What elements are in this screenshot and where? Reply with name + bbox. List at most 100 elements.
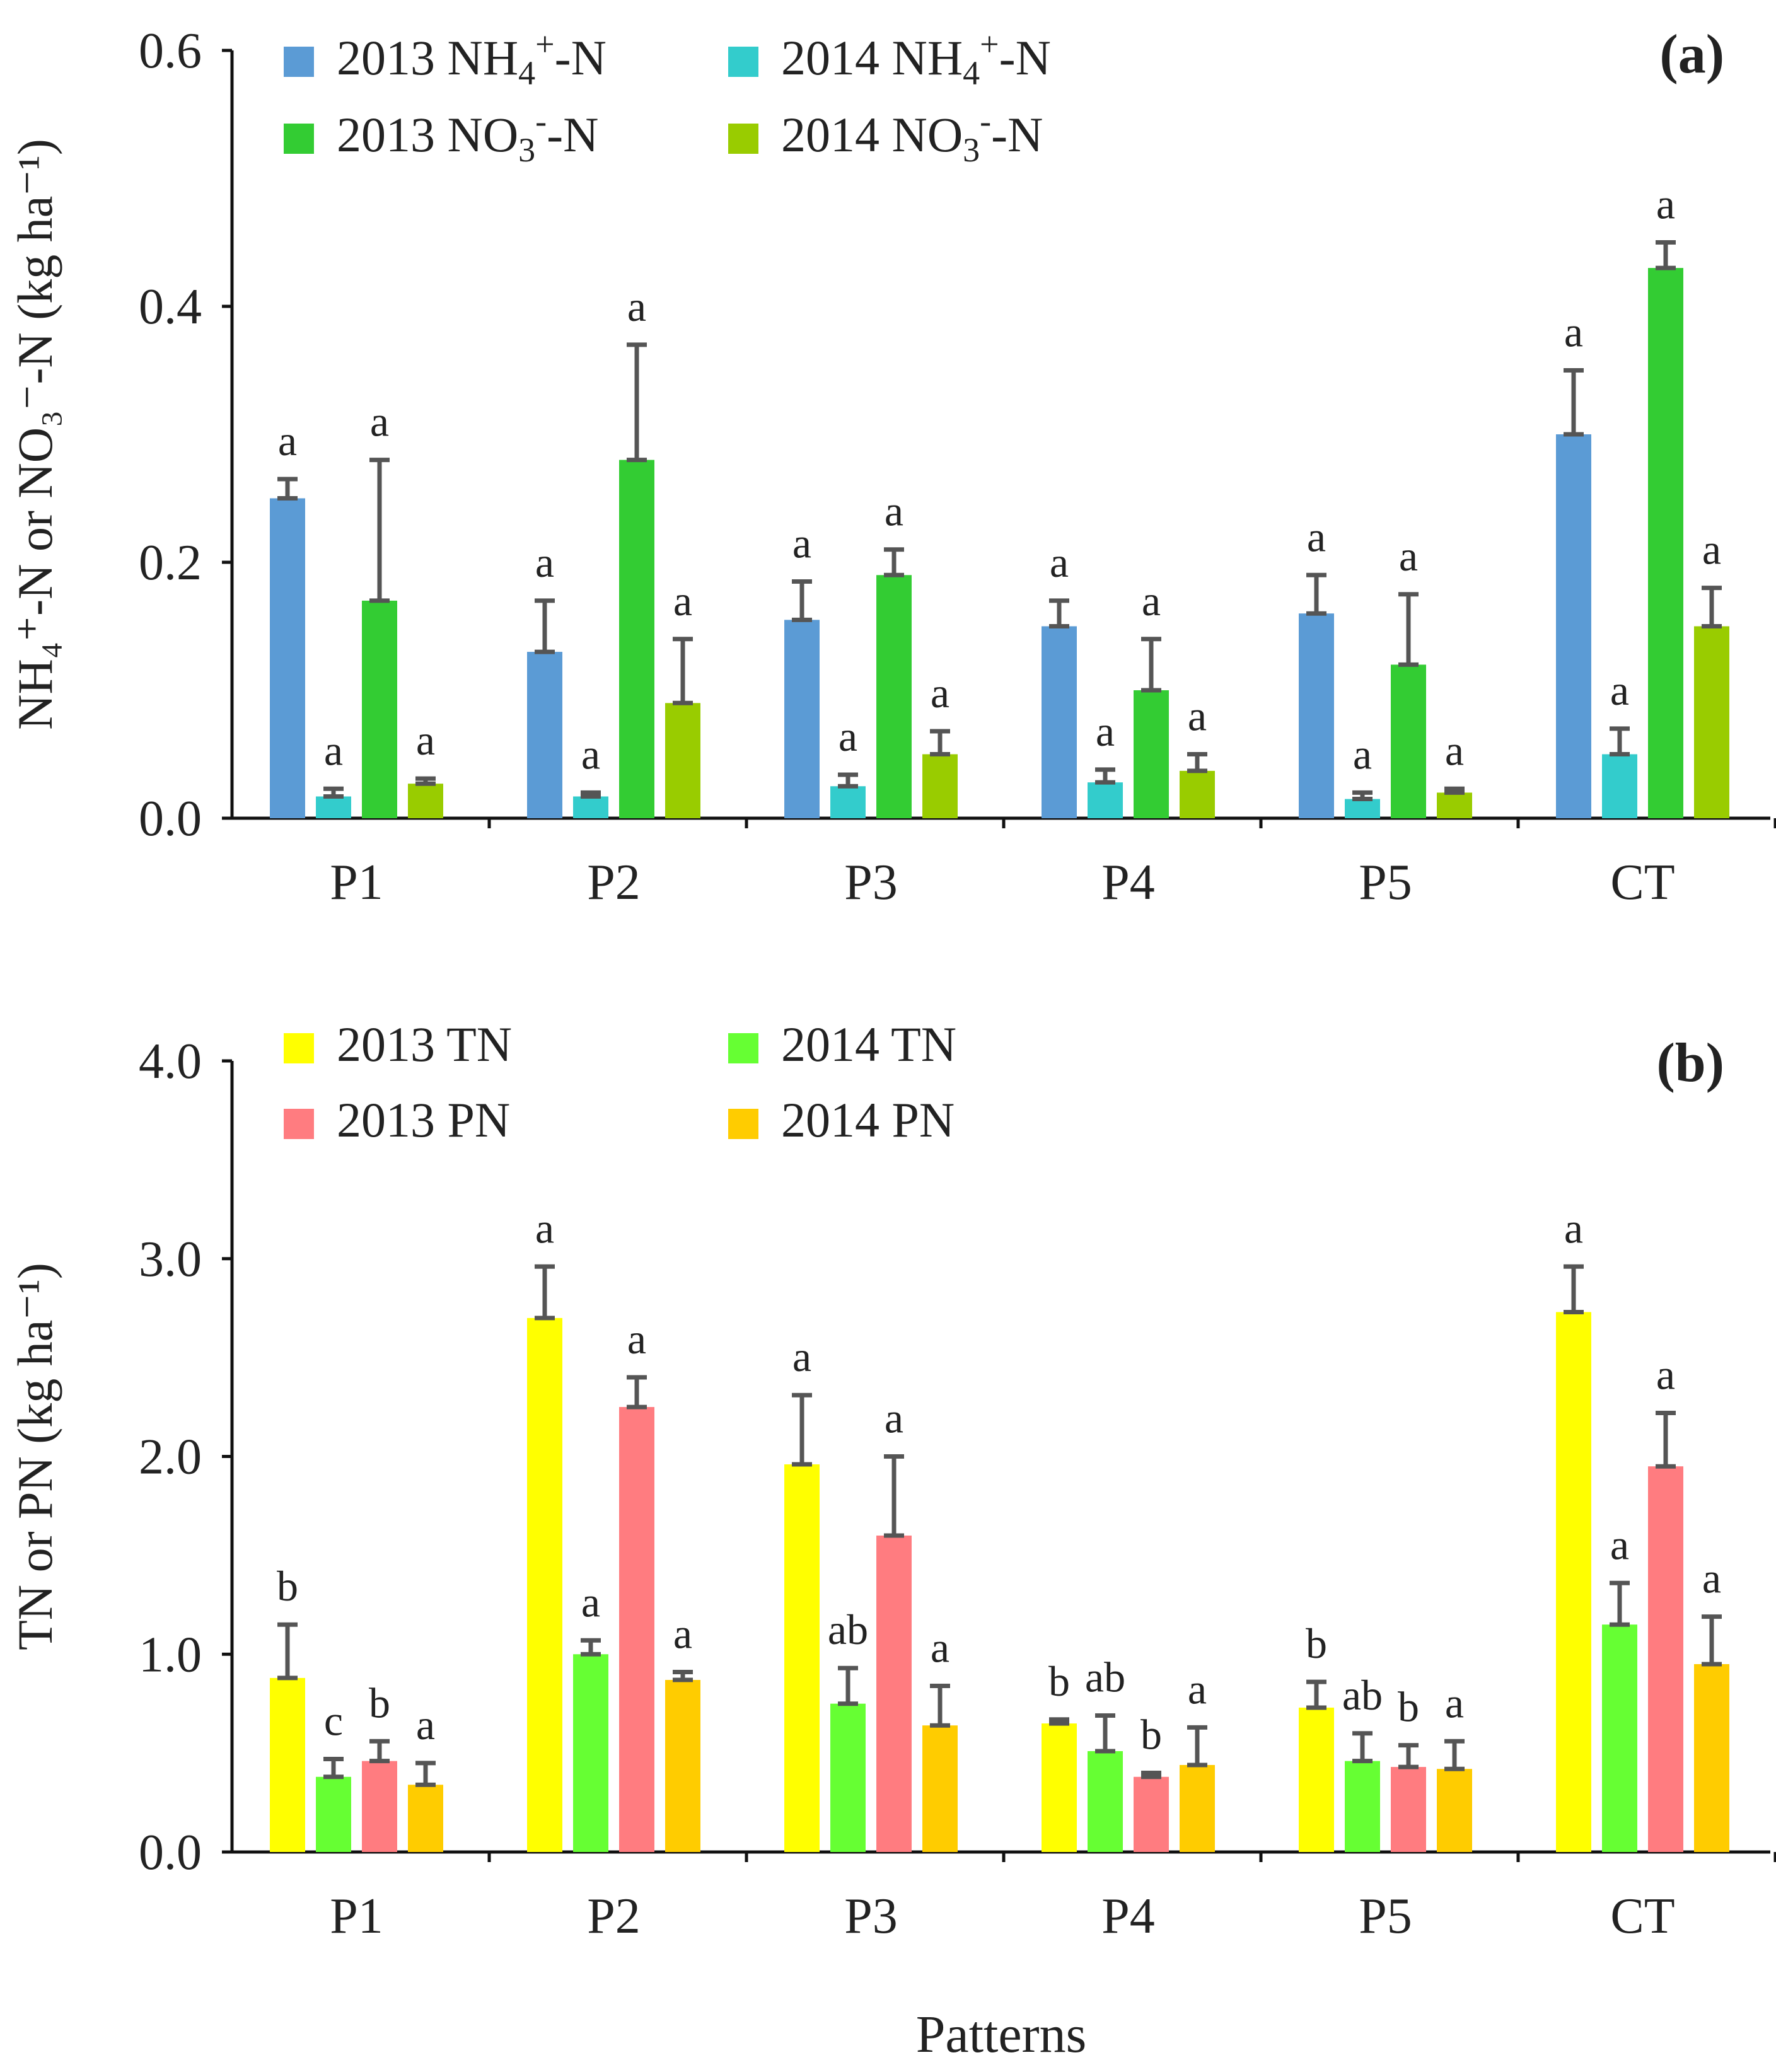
bar xyxy=(527,652,562,818)
bar xyxy=(408,1785,443,1852)
significance-letter: c xyxy=(324,1697,343,1745)
bar xyxy=(1299,613,1334,818)
significance-letter: a xyxy=(1188,692,1207,740)
significance-letter: b xyxy=(1306,1619,1327,1667)
bar xyxy=(1437,1769,1472,1852)
significance-letter: a xyxy=(1564,1204,1583,1252)
significance-letter: a xyxy=(370,398,389,446)
legend-label-superscript: + xyxy=(535,25,554,63)
legend-label-subscript: 4 xyxy=(518,54,535,92)
y-axis-title: NH₄⁺-N or NO₃⁻-N (kg ha⁻¹) xyxy=(8,139,62,730)
bar xyxy=(316,1776,351,1852)
legend-label-text: 2013 NO xyxy=(337,107,518,162)
significance-letter: a xyxy=(1050,538,1069,586)
legend-label-subscript: 4 xyxy=(963,54,980,92)
significance-letter: a xyxy=(792,519,811,567)
significance-letter: a xyxy=(839,712,857,760)
x-tick-label-p3: P3 xyxy=(844,855,898,910)
significance-letter: a xyxy=(931,1623,949,1671)
bar xyxy=(1602,754,1637,818)
bar xyxy=(1134,690,1169,818)
x-tick-label-p1: P1 xyxy=(330,1889,383,1944)
x-tick-label-p2: P2 xyxy=(587,855,641,910)
legend-label: 2013 PN xyxy=(337,1092,510,1147)
significance-letter: ab xyxy=(1085,1653,1125,1701)
significance-letter: a xyxy=(1702,526,1721,574)
y-tick-label: 3.0 xyxy=(139,1232,202,1287)
y-tick-label: 0.0 xyxy=(139,1825,202,1880)
bar xyxy=(270,498,305,818)
significance-letter: a xyxy=(627,1315,646,1363)
legend-label-subscript: 3 xyxy=(963,131,980,169)
bar xyxy=(1694,1664,1729,1852)
bar xyxy=(408,784,443,818)
legend-label-text: -N xyxy=(547,107,598,162)
bar xyxy=(1180,770,1215,818)
significance-letter: a xyxy=(535,538,554,586)
bar xyxy=(830,786,866,818)
y-tick-label: 1.0 xyxy=(139,1627,202,1682)
y-tick-label: 2.0 xyxy=(139,1430,202,1485)
significance-letter: a xyxy=(581,730,600,778)
bar xyxy=(922,1725,958,1852)
bar xyxy=(573,1654,608,1852)
legend-label-text: -N xyxy=(555,30,607,85)
bar xyxy=(922,754,958,818)
significance-letter: a xyxy=(535,1204,554,1252)
significance-letter: a xyxy=(1610,666,1629,714)
panel-a-chart: 0.0 0.2 0.4 0.6 P1 P2 P3 P4 P5 CT a a a a a a a a a a a a a a a a… xyxy=(8,23,1776,910)
significance-letter: a xyxy=(1445,726,1464,774)
significance-letter: a xyxy=(885,487,903,535)
significance-letter: ab xyxy=(828,1606,868,1653)
legend-label-text: 2013 NH xyxy=(337,30,518,85)
bar xyxy=(665,1680,700,1852)
x-tick-label-p5: P5 xyxy=(1359,1889,1412,1944)
bar xyxy=(784,1464,820,1852)
significance-letter: a xyxy=(1656,180,1675,228)
bar xyxy=(619,460,654,818)
bar xyxy=(1299,1707,1334,1852)
significance-letter: a xyxy=(1564,308,1583,356)
panel-label: (b) xyxy=(1656,1033,1724,1094)
x-tick-label-ct: CT xyxy=(1610,855,1674,910)
legend-label: 2014 NH4+-N xyxy=(781,25,1051,92)
significance-letter: b xyxy=(277,1562,298,1610)
bar xyxy=(1180,1764,1215,1852)
y-axis-title: TN or PN (kg ha⁻¹) xyxy=(8,1263,62,1650)
bar xyxy=(1042,1723,1077,1852)
bar xyxy=(876,1536,912,1852)
bar xyxy=(1694,626,1729,818)
significance-letter: a xyxy=(278,417,297,465)
significance-letter: a xyxy=(1188,1665,1207,1713)
legend-label: 2013 NO3--N xyxy=(337,102,598,169)
legend-label: 2014 PN xyxy=(781,1092,955,1147)
significance-letter: a xyxy=(1353,730,1372,778)
significance-letter: b xyxy=(369,1679,390,1727)
significance-letter: a xyxy=(792,1333,811,1380)
bar xyxy=(1648,268,1683,819)
significance-letter: ab xyxy=(1342,1671,1383,1719)
bar xyxy=(316,796,351,818)
significance-letter: a xyxy=(1096,707,1115,755)
legend-swatch xyxy=(728,1033,758,1063)
bar xyxy=(876,575,912,818)
legend-label: 2014 TN xyxy=(781,1017,956,1072)
legend-label-text: 2014 PN xyxy=(781,1092,955,1147)
bar xyxy=(1345,799,1380,818)
bar xyxy=(270,1677,305,1852)
x-tick-label-p3: P3 xyxy=(844,1889,898,1944)
bar xyxy=(1345,1761,1380,1852)
legend-label-text: 2014 TN xyxy=(781,1017,956,1072)
legend-label-text: -N xyxy=(991,107,1043,162)
legend-swatch xyxy=(728,1109,758,1139)
x-tick-label-p1: P1 xyxy=(330,855,383,910)
legend-label: 2013 TN xyxy=(337,1017,512,1072)
x-tick-label-p2: P2 xyxy=(587,1889,641,1944)
significance-letter: a xyxy=(416,716,435,764)
significance-letter: a xyxy=(673,1609,692,1657)
bar xyxy=(1391,1767,1426,1852)
significance-letter: b xyxy=(1048,1657,1070,1705)
y-tick-label: 0.2 xyxy=(139,535,202,591)
